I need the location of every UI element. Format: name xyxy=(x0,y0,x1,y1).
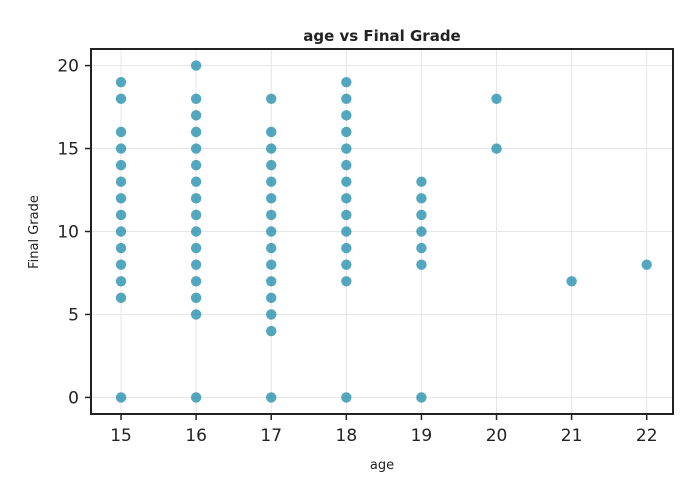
data-point xyxy=(416,209,427,221)
data-point xyxy=(190,242,202,254)
y-tick-label: 20 xyxy=(57,57,79,77)
data-point xyxy=(266,292,277,304)
data-point xyxy=(190,209,202,221)
data-point xyxy=(341,93,352,104)
data-point xyxy=(266,176,277,187)
data-point xyxy=(266,259,277,270)
x-tick-label: 18 xyxy=(336,426,358,446)
axis-ticks: 15 16 17 18 19 20 21 22 0 5 10 15 20 xyxy=(57,57,657,446)
data-point xyxy=(491,93,502,104)
data-point xyxy=(190,126,202,138)
data-point xyxy=(115,392,127,403)
data-point xyxy=(341,226,352,237)
x-axis-label: age xyxy=(370,458,394,473)
data-point xyxy=(416,176,427,187)
data-point xyxy=(190,176,202,187)
y-axis-label: Final Grade xyxy=(27,195,42,269)
data-points xyxy=(115,60,652,403)
x-tick-label: 15 xyxy=(110,426,132,446)
data-point xyxy=(341,259,352,270)
data-point xyxy=(416,242,427,254)
data-point xyxy=(416,193,427,204)
data-point xyxy=(641,259,652,270)
data-point xyxy=(115,292,127,304)
x-tick-label: 19 xyxy=(411,426,433,446)
data-point xyxy=(341,193,352,204)
data-point xyxy=(341,110,352,121)
data-point xyxy=(266,276,277,287)
data-point xyxy=(266,93,277,104)
data-point xyxy=(341,276,352,287)
data-point xyxy=(115,242,127,254)
data-point xyxy=(266,126,277,138)
data-point xyxy=(190,259,202,270)
data-point xyxy=(190,93,202,104)
data-point xyxy=(190,392,202,403)
data-point xyxy=(190,110,202,121)
data-point xyxy=(190,309,202,320)
data-point xyxy=(115,143,127,154)
data-point xyxy=(266,309,277,320)
data-point xyxy=(115,93,127,104)
data-point xyxy=(115,259,127,270)
data-point xyxy=(115,176,127,187)
data-point xyxy=(266,325,277,337)
data-point xyxy=(190,292,202,304)
x-tick-label: 16 xyxy=(185,426,207,446)
x-tick-label: 17 xyxy=(260,426,282,446)
data-point xyxy=(266,209,277,221)
x-tick-label: 21 xyxy=(561,426,583,446)
data-point xyxy=(341,159,352,171)
data-point xyxy=(341,392,352,403)
y-tick-label: 5 xyxy=(68,305,79,325)
data-point xyxy=(115,76,127,88)
data-point xyxy=(491,143,502,154)
data-point xyxy=(341,242,352,254)
data-point xyxy=(266,226,277,237)
data-point xyxy=(115,226,127,237)
data-point xyxy=(190,60,202,71)
y-tick-label: 15 xyxy=(57,140,79,160)
data-point xyxy=(341,76,352,88)
data-point xyxy=(190,193,202,204)
data-point xyxy=(341,143,352,154)
data-point xyxy=(416,392,427,403)
x-tick-label: 20 xyxy=(486,426,508,446)
data-point xyxy=(115,276,127,287)
data-point xyxy=(266,193,277,204)
data-point xyxy=(566,276,577,287)
data-point xyxy=(190,226,202,237)
data-point xyxy=(266,392,277,403)
data-point xyxy=(115,193,127,204)
data-point xyxy=(341,176,352,187)
data-point xyxy=(416,226,427,237)
grid xyxy=(91,49,673,414)
data-point xyxy=(416,259,427,270)
data-point xyxy=(266,143,277,154)
chart-title: age vs Final Grade xyxy=(303,27,460,45)
data-point xyxy=(341,209,352,221)
data-point xyxy=(266,242,277,254)
x-tick-label: 22 xyxy=(636,426,658,446)
data-point xyxy=(115,209,127,221)
data-point xyxy=(115,159,127,171)
data-point xyxy=(341,126,352,138)
data-point xyxy=(190,159,202,171)
y-tick-label: 0 xyxy=(68,388,79,408)
y-tick-label: 10 xyxy=(57,223,79,243)
data-point xyxy=(190,276,202,287)
data-point xyxy=(190,143,202,154)
data-point xyxy=(266,159,277,171)
data-point xyxy=(115,126,127,138)
